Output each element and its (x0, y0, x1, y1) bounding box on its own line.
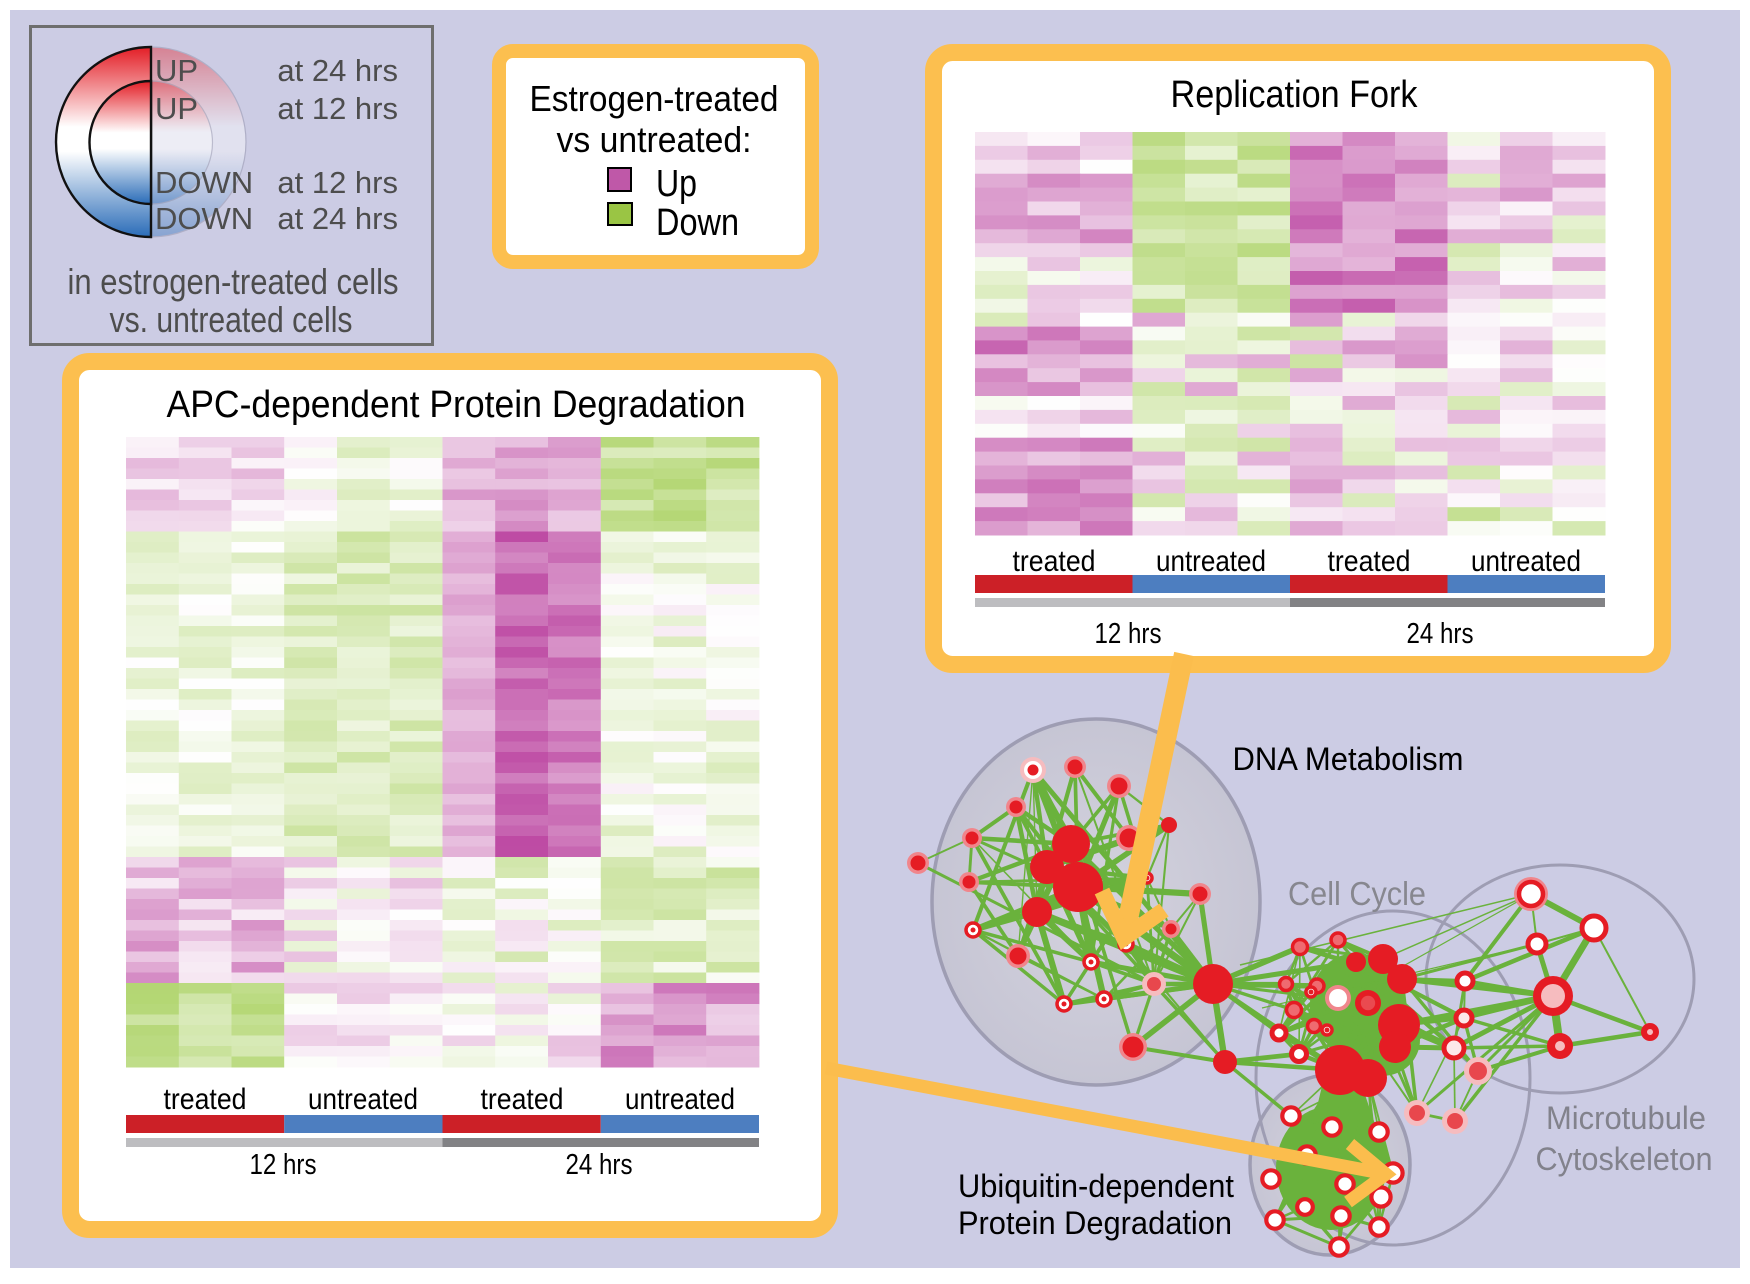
svg-text:DNA Metabolism: DNA Metabolism (1233, 741, 1464, 777)
svg-text:DOWN: DOWN (155, 165, 253, 200)
svg-text:treated: treated (164, 1083, 247, 1116)
svg-text:Up: Up (656, 163, 697, 205)
svg-text:UP: UP (155, 53, 198, 88)
svg-text:Protein Degradation: Protein Degradation (958, 1205, 1232, 1241)
svg-text:Replication Fork: Replication Fork (1171, 74, 1419, 116)
svg-text:12 hrs: 12 hrs (1095, 618, 1162, 650)
svg-text:vs. untreated cells: vs. untreated cells (110, 299, 353, 340)
svg-text:vs untreated:: vs untreated: (557, 119, 752, 160)
svg-text:untreated: untreated (308, 1083, 418, 1116)
svg-text:UP: UP (155, 91, 198, 126)
svg-text:12 hrs: 12 hrs (250, 1149, 317, 1181)
svg-text:Cell Cycle: Cell Cycle (1288, 875, 1426, 912)
svg-text:DOWN: DOWN (155, 201, 253, 236)
svg-text:APC-dependent Protein Degradat: APC-dependent Protein Degradation (167, 384, 746, 426)
svg-text:Cytoskeleton: Cytoskeleton (1536, 1141, 1713, 1177)
svg-text:at 12 hrs: at 12 hrs (277, 165, 398, 200)
svg-text:untreated: untreated (1156, 545, 1266, 578)
svg-text:untreated: untreated (625, 1083, 735, 1116)
svg-text:treated: treated (1328, 545, 1411, 578)
svg-text:Estrogen-treated: Estrogen-treated (530, 78, 779, 119)
svg-text:in estrogen-treated cells: in estrogen-treated cells (68, 261, 399, 302)
svg-text:Microtubule: Microtubule (1546, 1100, 1706, 1136)
svg-text:24 hrs: 24 hrs (1407, 618, 1474, 650)
svg-text:untreated: untreated (1471, 545, 1581, 578)
svg-text:treated: treated (481, 1083, 564, 1116)
svg-text:Ubiquitin-dependent: Ubiquitin-dependent (958, 1168, 1234, 1204)
svg-text:at 24 hrs: at 24 hrs (277, 201, 398, 236)
svg-text:24 hrs: 24 hrs (566, 1149, 633, 1181)
svg-text:at 24 hrs: at 24 hrs (277, 53, 398, 88)
svg-text:at 12 hrs: at 12 hrs (277, 91, 398, 126)
svg-text:Down: Down (656, 202, 739, 244)
svg-text:treated: treated (1013, 545, 1096, 578)
